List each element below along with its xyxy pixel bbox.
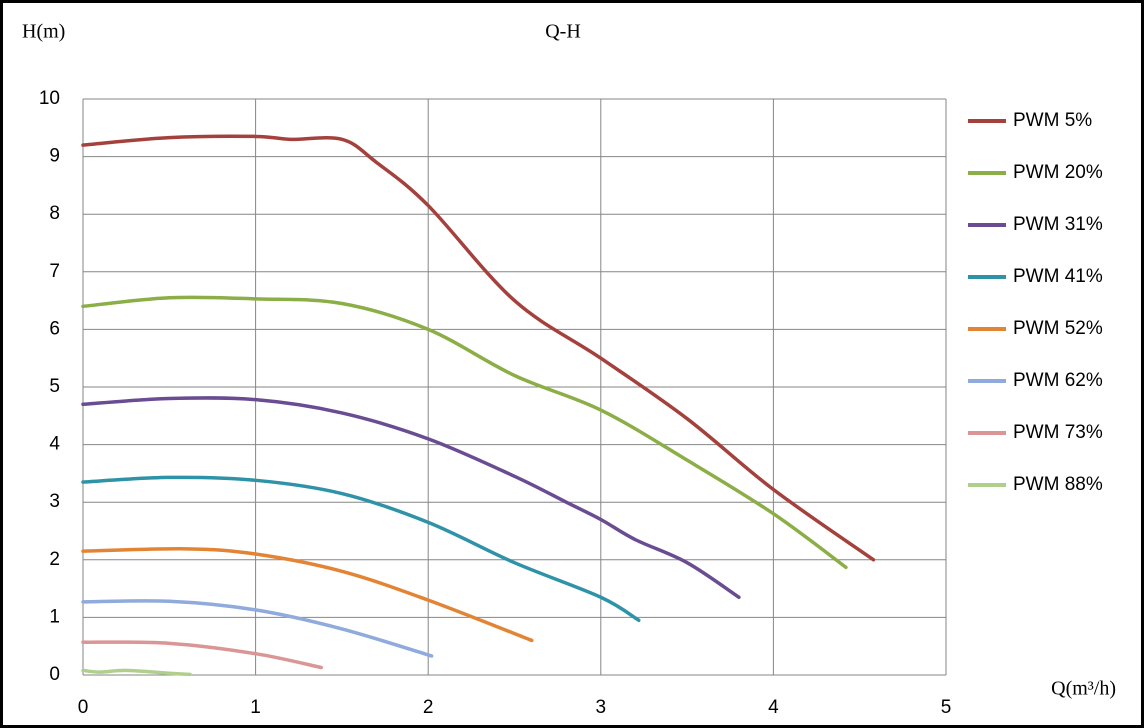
series-line — [81, 475, 641, 623]
y-tick-label: 7 — [49, 261, 60, 282]
series-line — [81, 134, 876, 562]
series-line — [81, 547, 534, 643]
y-tick-label: 1 — [49, 606, 60, 627]
series-line — [81, 396, 741, 599]
x-tick-label: 3 — [596, 697, 607, 718]
y-tick-label: 4 — [49, 434, 60, 455]
chart-title: Q-H — [545, 21, 581, 43]
y-tick-label: 9 — [49, 146, 60, 167]
legend-label: PWM 52% — [1013, 318, 1103, 339]
y-tick-label: 2 — [49, 549, 60, 570]
legend-label: PWM 73% — [1013, 422, 1103, 443]
y-tick-label: 6 — [49, 318, 60, 339]
x-tick-label: 2 — [423, 697, 434, 718]
legend-label: PWM 88% — [1013, 474, 1103, 495]
legend-label: PWM 41% — [1013, 266, 1103, 287]
x-tick-label: 1 — [250, 697, 261, 718]
y-tick-label: 5 — [49, 376, 60, 397]
legend-label: PWM 62% — [1013, 370, 1103, 391]
series-line — [81, 295, 848, 570]
y-tick-label: 10 — [39, 88, 60, 109]
x-axis-label: Q(m³/h) — [1051, 678, 1116, 700]
legend-label: PWM 20% — [1013, 162, 1103, 183]
x-tick-label: 4 — [768, 697, 779, 718]
x-tick-label: 0 — [78, 697, 89, 718]
series-line — [81, 640, 323, 670]
series-line — [81, 668, 192, 677]
series-line — [81, 599, 434, 658]
y-tick-label: 3 — [49, 491, 60, 512]
y-axis-label: H(m) — [22, 21, 65, 43]
legend-label: PWM 5% — [1013, 110, 1092, 131]
y-tick-label: 0 — [49, 664, 60, 685]
legend-label: PWM 31% — [1013, 214, 1103, 235]
y-tick-label: 8 — [49, 203, 60, 224]
x-tick-label: 5 — [941, 697, 952, 718]
